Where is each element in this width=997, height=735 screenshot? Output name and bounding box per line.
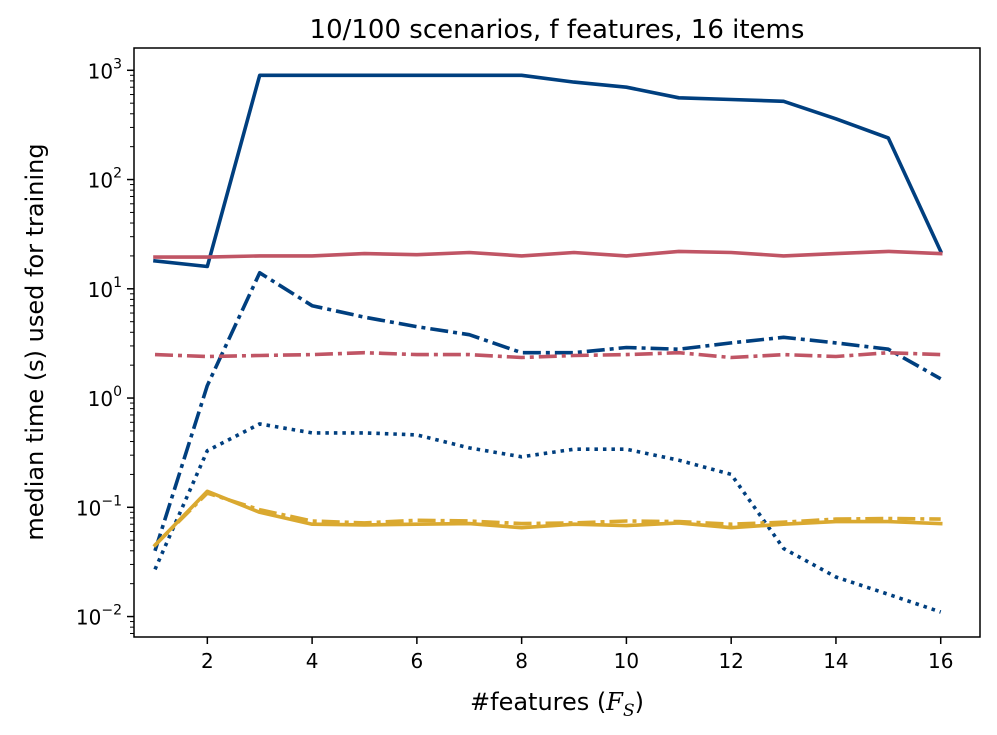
x-axis-label-suffix: ) bbox=[635, 688, 644, 716]
y-axis-label: median time (s) used for training bbox=[21, 143, 49, 540]
y-tick-label: 10−2 bbox=[76, 603, 122, 630]
y-tick-label: 102 bbox=[88, 166, 122, 193]
series-line-1 bbox=[153, 73, 944, 269]
x-tick-label: 12 bbox=[718, 649, 743, 673]
series-line-6 bbox=[153, 491, 941, 547]
x-tick-label: 14 bbox=[823, 649, 848, 673]
x-axis-label-subscript: S bbox=[623, 701, 635, 721]
series-line-4 bbox=[154, 350, 941, 360]
chart-title: 10/100 scenarios, f features, 16 items bbox=[310, 15, 805, 45]
x-tick-label: 6 bbox=[411, 649, 424, 673]
x-axis-ticks: 2 4 6 8 10 12 14 16 bbox=[201, 637, 953, 673]
y-tick-label: 10−1 bbox=[76, 493, 122, 520]
x-tick-label: 10 bbox=[614, 649, 639, 673]
plot-lines bbox=[152, 73, 944, 614]
plot-frame bbox=[133, 47, 981, 638]
series-line-3 bbox=[153, 270, 942, 552]
series-line-5 bbox=[153, 422, 942, 614]
x-tick-label: 4 bbox=[306, 649, 319, 673]
x-tick-label: 8 bbox=[515, 649, 528, 673]
x-axis-label-symbol: F bbox=[605, 688, 624, 716]
series-line-7 bbox=[152, 489, 943, 548]
x-tick-label: 16 bbox=[928, 649, 953, 673]
series-line-2 bbox=[153, 249, 943, 259]
y-tick-label: 103 bbox=[88, 56, 122, 83]
x-tick-label: 2 bbox=[201, 649, 214, 673]
x-axis-label-text: #features ( bbox=[470, 688, 606, 716]
y-axis-minor-ticks bbox=[130, 74, 134, 634]
y-axis-ticks: 10−2 10−1 100 101 102 103 bbox=[76, 56, 134, 630]
x-axis-label: #features (FS) bbox=[470, 688, 644, 721]
y-tick-label: 101 bbox=[88, 275, 122, 302]
y-tick-label: 100 bbox=[88, 384, 122, 411]
